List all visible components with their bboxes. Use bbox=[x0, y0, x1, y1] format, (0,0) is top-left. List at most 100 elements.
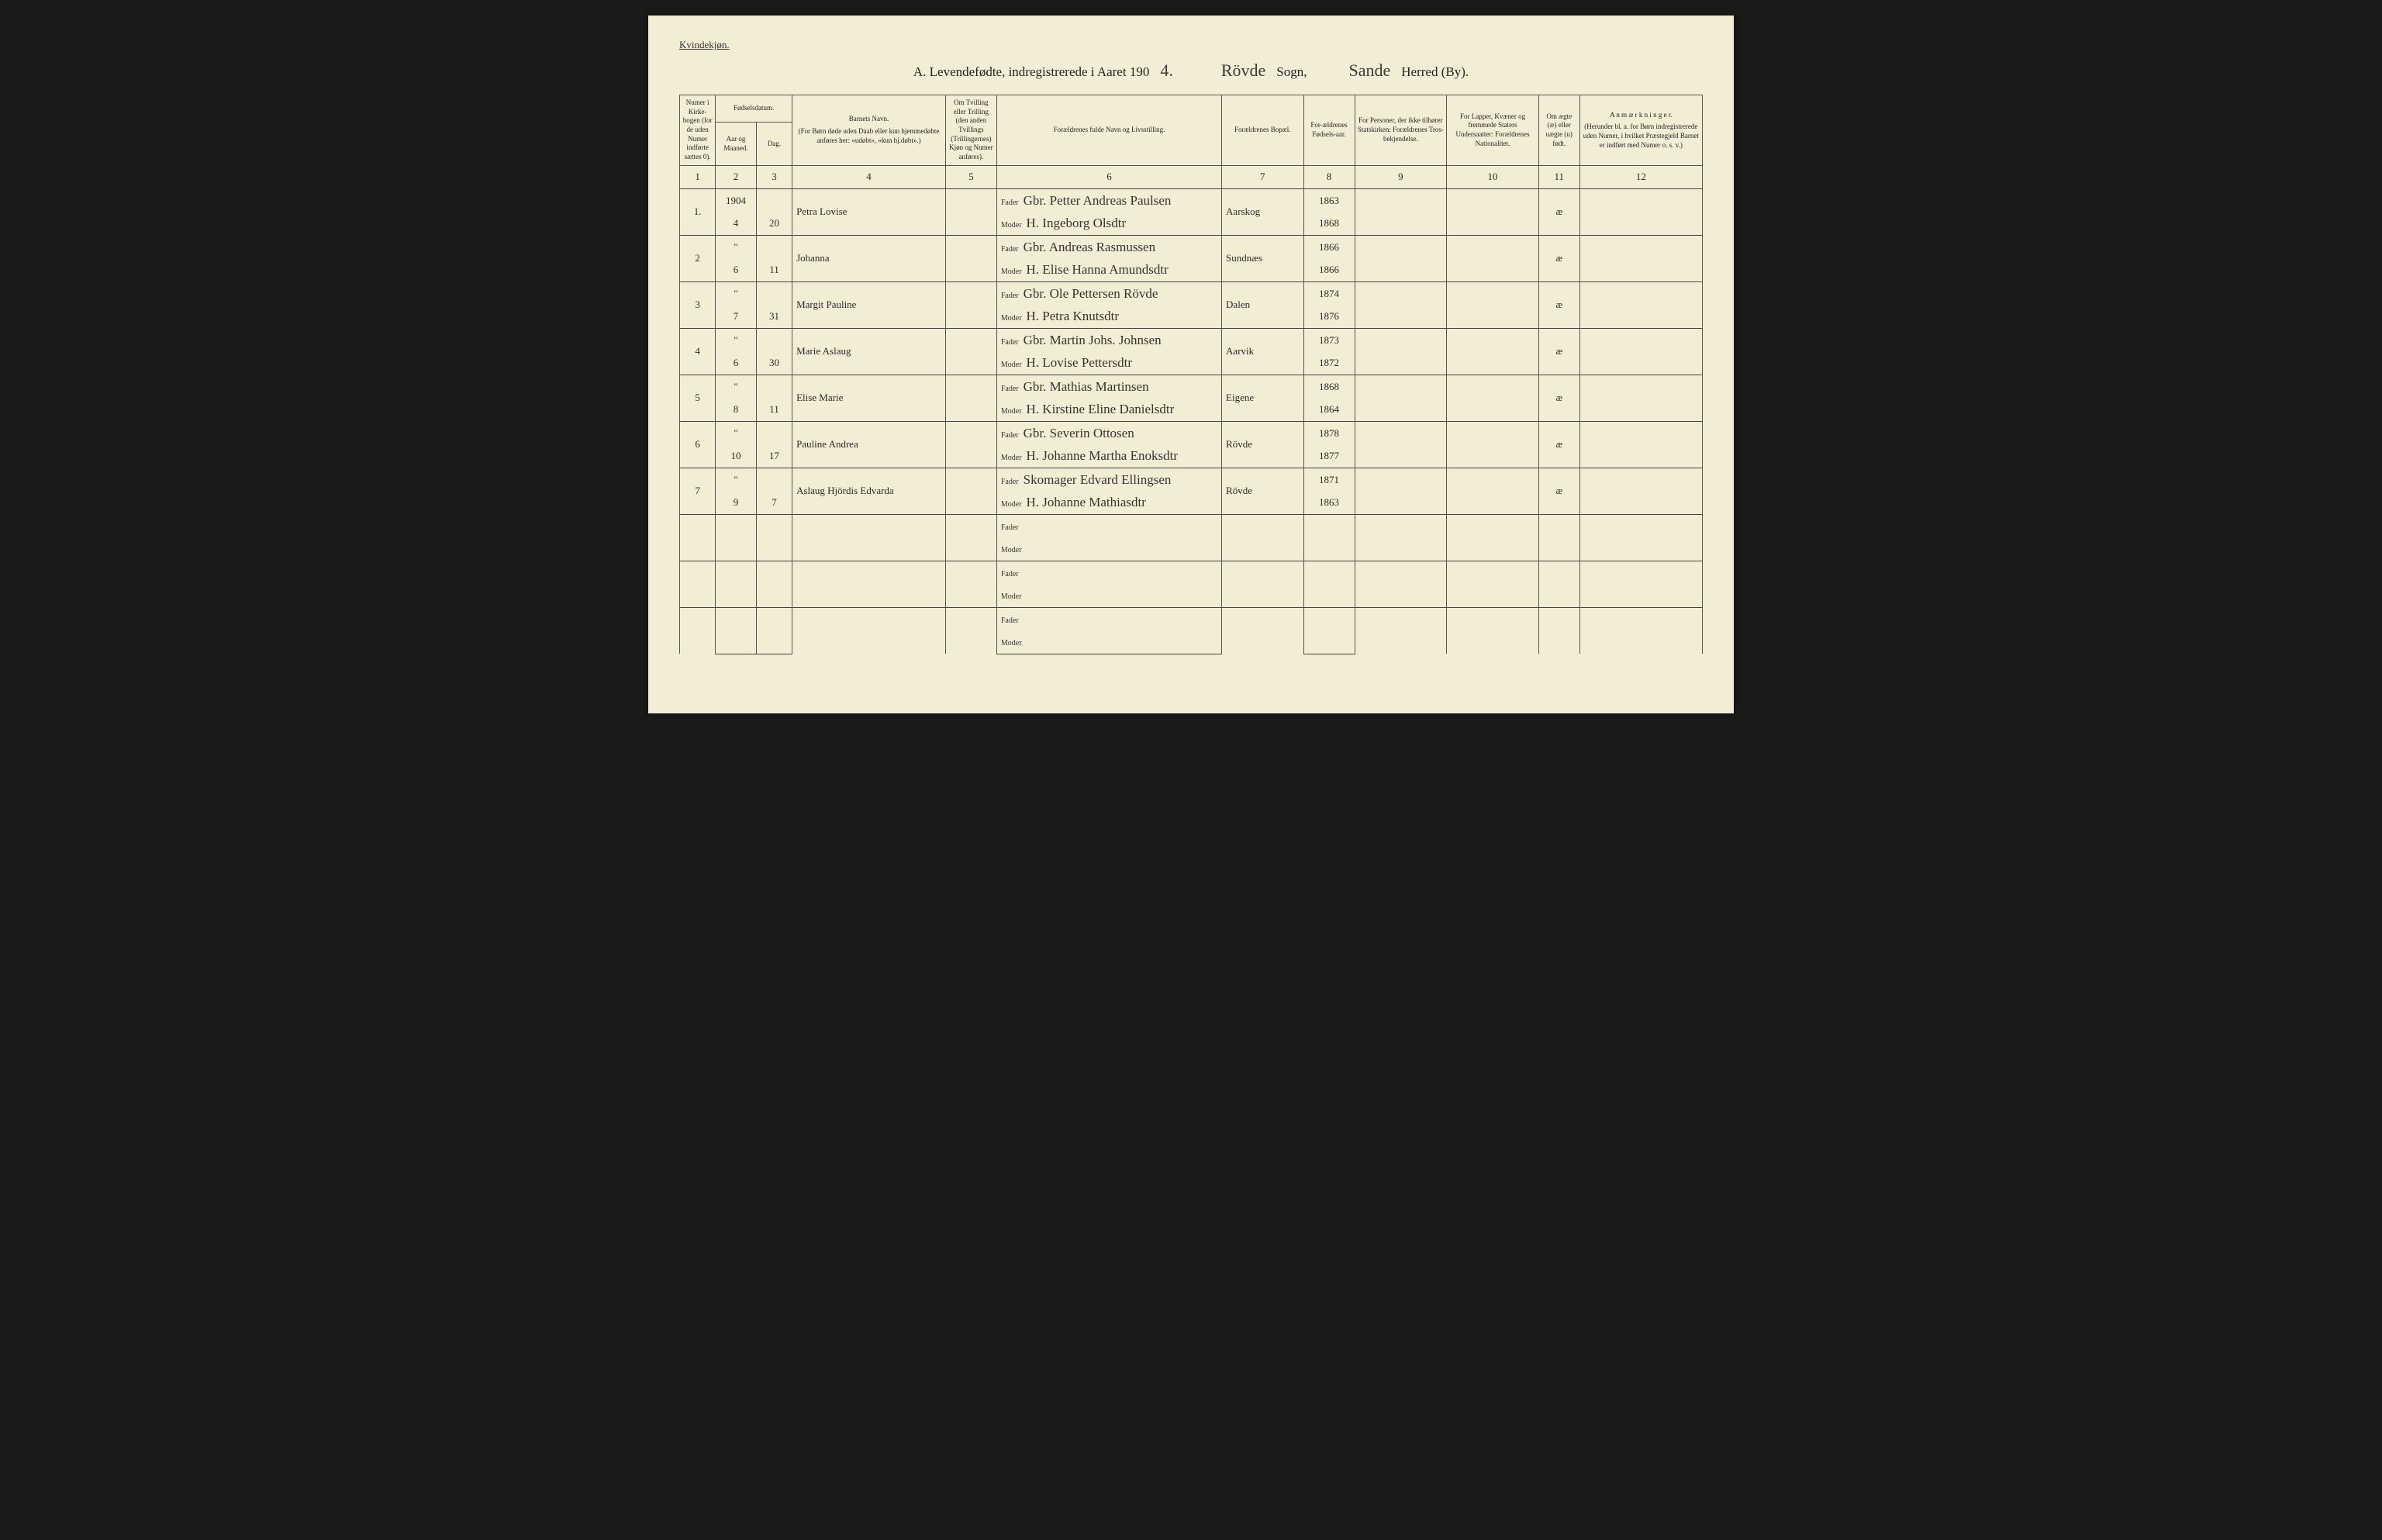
header-col10: For Lapper, Kvæner og fremmede Staters U… bbox=[1447, 95, 1539, 166]
register-table: Numer i Kirke-bogen (for de uden Numer i… bbox=[679, 95, 1703, 654]
gender-label: Kvindekjøn. bbox=[679, 39, 1703, 51]
cell-father-year bbox=[1303, 607, 1355, 630]
sogn-value: Rövde bbox=[1215, 60, 1272, 81]
cell-child bbox=[792, 561, 946, 607]
column-number-row: 1 2 3 4 5 6 7 8 9 10 11 12 bbox=[680, 165, 1703, 188]
cell-religion bbox=[1355, 328, 1447, 375]
cell-twin bbox=[945, 281, 996, 328]
cell-father: Fader bbox=[996, 514, 1221, 537]
cell-mother: ModerH. Petra Knutsdtr bbox=[996, 305, 1221, 328]
cell-year: " bbox=[716, 281, 757, 305]
header-col4-title: Barnets Navn. bbox=[795, 115, 943, 124]
colnum: 11 bbox=[1538, 165, 1579, 188]
entry-father-row: 3"Margit PaulineFaderGbr. Ole Pettersen … bbox=[680, 281, 1703, 305]
cell-month: 9 bbox=[716, 491, 757, 514]
cell-religion bbox=[1355, 281, 1447, 328]
cell-remarks bbox=[1579, 561, 1702, 607]
cell-twin bbox=[945, 421, 996, 468]
title-year-digit: 4. bbox=[1154, 60, 1179, 81]
cell-day-blank bbox=[756, 607, 792, 630]
cell-child: Petra Lovise bbox=[792, 188, 946, 235]
cell-twin bbox=[945, 235, 996, 281]
cell-month bbox=[716, 630, 757, 654]
cell-legit: æ bbox=[1538, 235, 1579, 281]
colnum: 10 bbox=[1447, 165, 1539, 188]
father-name: Skomager Edvard Ellingsen bbox=[1024, 472, 1172, 487]
cell-father-year: 1873 bbox=[1303, 328, 1355, 351]
header-col12-title: A n m æ r k n i n g e r. bbox=[1583, 111, 1700, 120]
father-label: Fader bbox=[1001, 570, 1019, 578]
cell-mother: ModerH. Johanne Mathiasdtr bbox=[996, 491, 1221, 514]
cell-father-year bbox=[1303, 561, 1355, 584]
cell-legit: æ bbox=[1538, 375, 1579, 421]
cell-month bbox=[716, 584, 757, 607]
father-label: Fader bbox=[1001, 431, 1019, 440]
cell-remarks bbox=[1579, 281, 1702, 328]
cell-day: 11 bbox=[756, 398, 792, 421]
father-name: Gbr. Andreas Rasmussen bbox=[1024, 240, 1155, 254]
cell-mother: Moder bbox=[996, 584, 1221, 607]
cell-legit: æ bbox=[1538, 188, 1579, 235]
cell-legit bbox=[1538, 514, 1579, 561]
cell-month: 6 bbox=[716, 351, 757, 375]
header-col2: Aar og Maaned. bbox=[716, 123, 757, 165]
cell-place: Eigene bbox=[1222, 375, 1304, 421]
father-name: Gbr. Ole Pettersen Rövde bbox=[1024, 286, 1158, 301]
cell-father: FaderGbr. Severin Ottosen bbox=[996, 421, 1221, 444]
blank-father-row: Fader bbox=[680, 607, 1703, 630]
cell-nationality bbox=[1447, 561, 1539, 607]
cell-nationality bbox=[1447, 281, 1539, 328]
register-page: Kvindekjøn. A. Levendefødte, indregistre… bbox=[648, 16, 1734, 713]
mother-label: Moder bbox=[1001, 268, 1022, 276]
cell-mother: ModerH. Elise Hanna Amundsdtr bbox=[996, 258, 1221, 281]
herred-label: Herred (By). bbox=[1401, 64, 1469, 80]
cell-day: 7 bbox=[756, 491, 792, 514]
cell-legit: æ bbox=[1538, 421, 1579, 468]
father-label: Fader bbox=[1001, 245, 1019, 254]
cell-mother-year: 1876 bbox=[1303, 305, 1355, 328]
sogn-label: Sogn, bbox=[1276, 64, 1307, 80]
cell-num bbox=[680, 561, 716, 607]
cell-place: Sundnæs bbox=[1222, 235, 1304, 281]
cell-child: Marie Aslaug bbox=[792, 328, 946, 375]
title-prefix: A. Levendefødte, indregistrerede i Aaret… bbox=[913, 64, 1149, 80]
cell-num: 3 bbox=[680, 281, 716, 328]
cell-twin bbox=[945, 375, 996, 421]
blank-father-row: Fader bbox=[680, 514, 1703, 537]
cell-twin bbox=[945, 561, 996, 607]
cell-nationality bbox=[1447, 188, 1539, 235]
cell-nationality bbox=[1447, 514, 1539, 561]
father-name: Gbr. Martin Johs. Johnsen bbox=[1024, 333, 1162, 347]
cell-year: " bbox=[716, 421, 757, 444]
cell-num: 7 bbox=[680, 468, 716, 514]
father-label: Fader bbox=[1001, 199, 1019, 207]
title-line: A. Levendefødte, indregistrerede i Aaret… bbox=[679, 60, 1703, 81]
colnum: 5 bbox=[945, 165, 996, 188]
cell-religion bbox=[1355, 514, 1447, 561]
cell-num: 6 bbox=[680, 421, 716, 468]
mother-label: Moder bbox=[1001, 639, 1022, 647]
cell-day-blank bbox=[756, 281, 792, 305]
table-head: Numer i Kirke-bogen (for de uden Numer i… bbox=[680, 95, 1703, 189]
entry-father-row: 7"Aslaug Hjördis EdvardaFaderSkomager Ed… bbox=[680, 468, 1703, 491]
cell-num: 4 bbox=[680, 328, 716, 375]
cell-remarks bbox=[1579, 375, 1702, 421]
cell-father: FaderGbr. Petter Andreas Paulsen bbox=[996, 188, 1221, 212]
header-col1: Numer i Kirke-bogen (for de uden Numer i… bbox=[680, 95, 716, 166]
mother-label: Moder bbox=[1001, 361, 1022, 369]
cell-father: Fader bbox=[996, 607, 1221, 630]
cell-day: 30 bbox=[756, 351, 792, 375]
cell-month: 4 bbox=[716, 212, 757, 235]
cell-father-year: 1871 bbox=[1303, 468, 1355, 491]
header-col11: Om ægte (æ) eller uægte (u) født. bbox=[1538, 95, 1579, 166]
cell-day: 20 bbox=[756, 212, 792, 235]
cell-father: FaderSkomager Edvard Ellingsen bbox=[996, 468, 1221, 491]
cell-child: Aslaug Hjördis Edvarda bbox=[792, 468, 946, 514]
cell-month: 10 bbox=[716, 444, 757, 468]
cell-religion bbox=[1355, 375, 1447, 421]
cell-day-blank bbox=[756, 514, 792, 537]
cell-mother-year: 1864 bbox=[1303, 398, 1355, 421]
cell-child: Elise Marie bbox=[792, 375, 946, 421]
colnum: 3 bbox=[756, 165, 792, 188]
cell-father: Fader Gbr. Andreas Rasmussen bbox=[996, 235, 1221, 258]
